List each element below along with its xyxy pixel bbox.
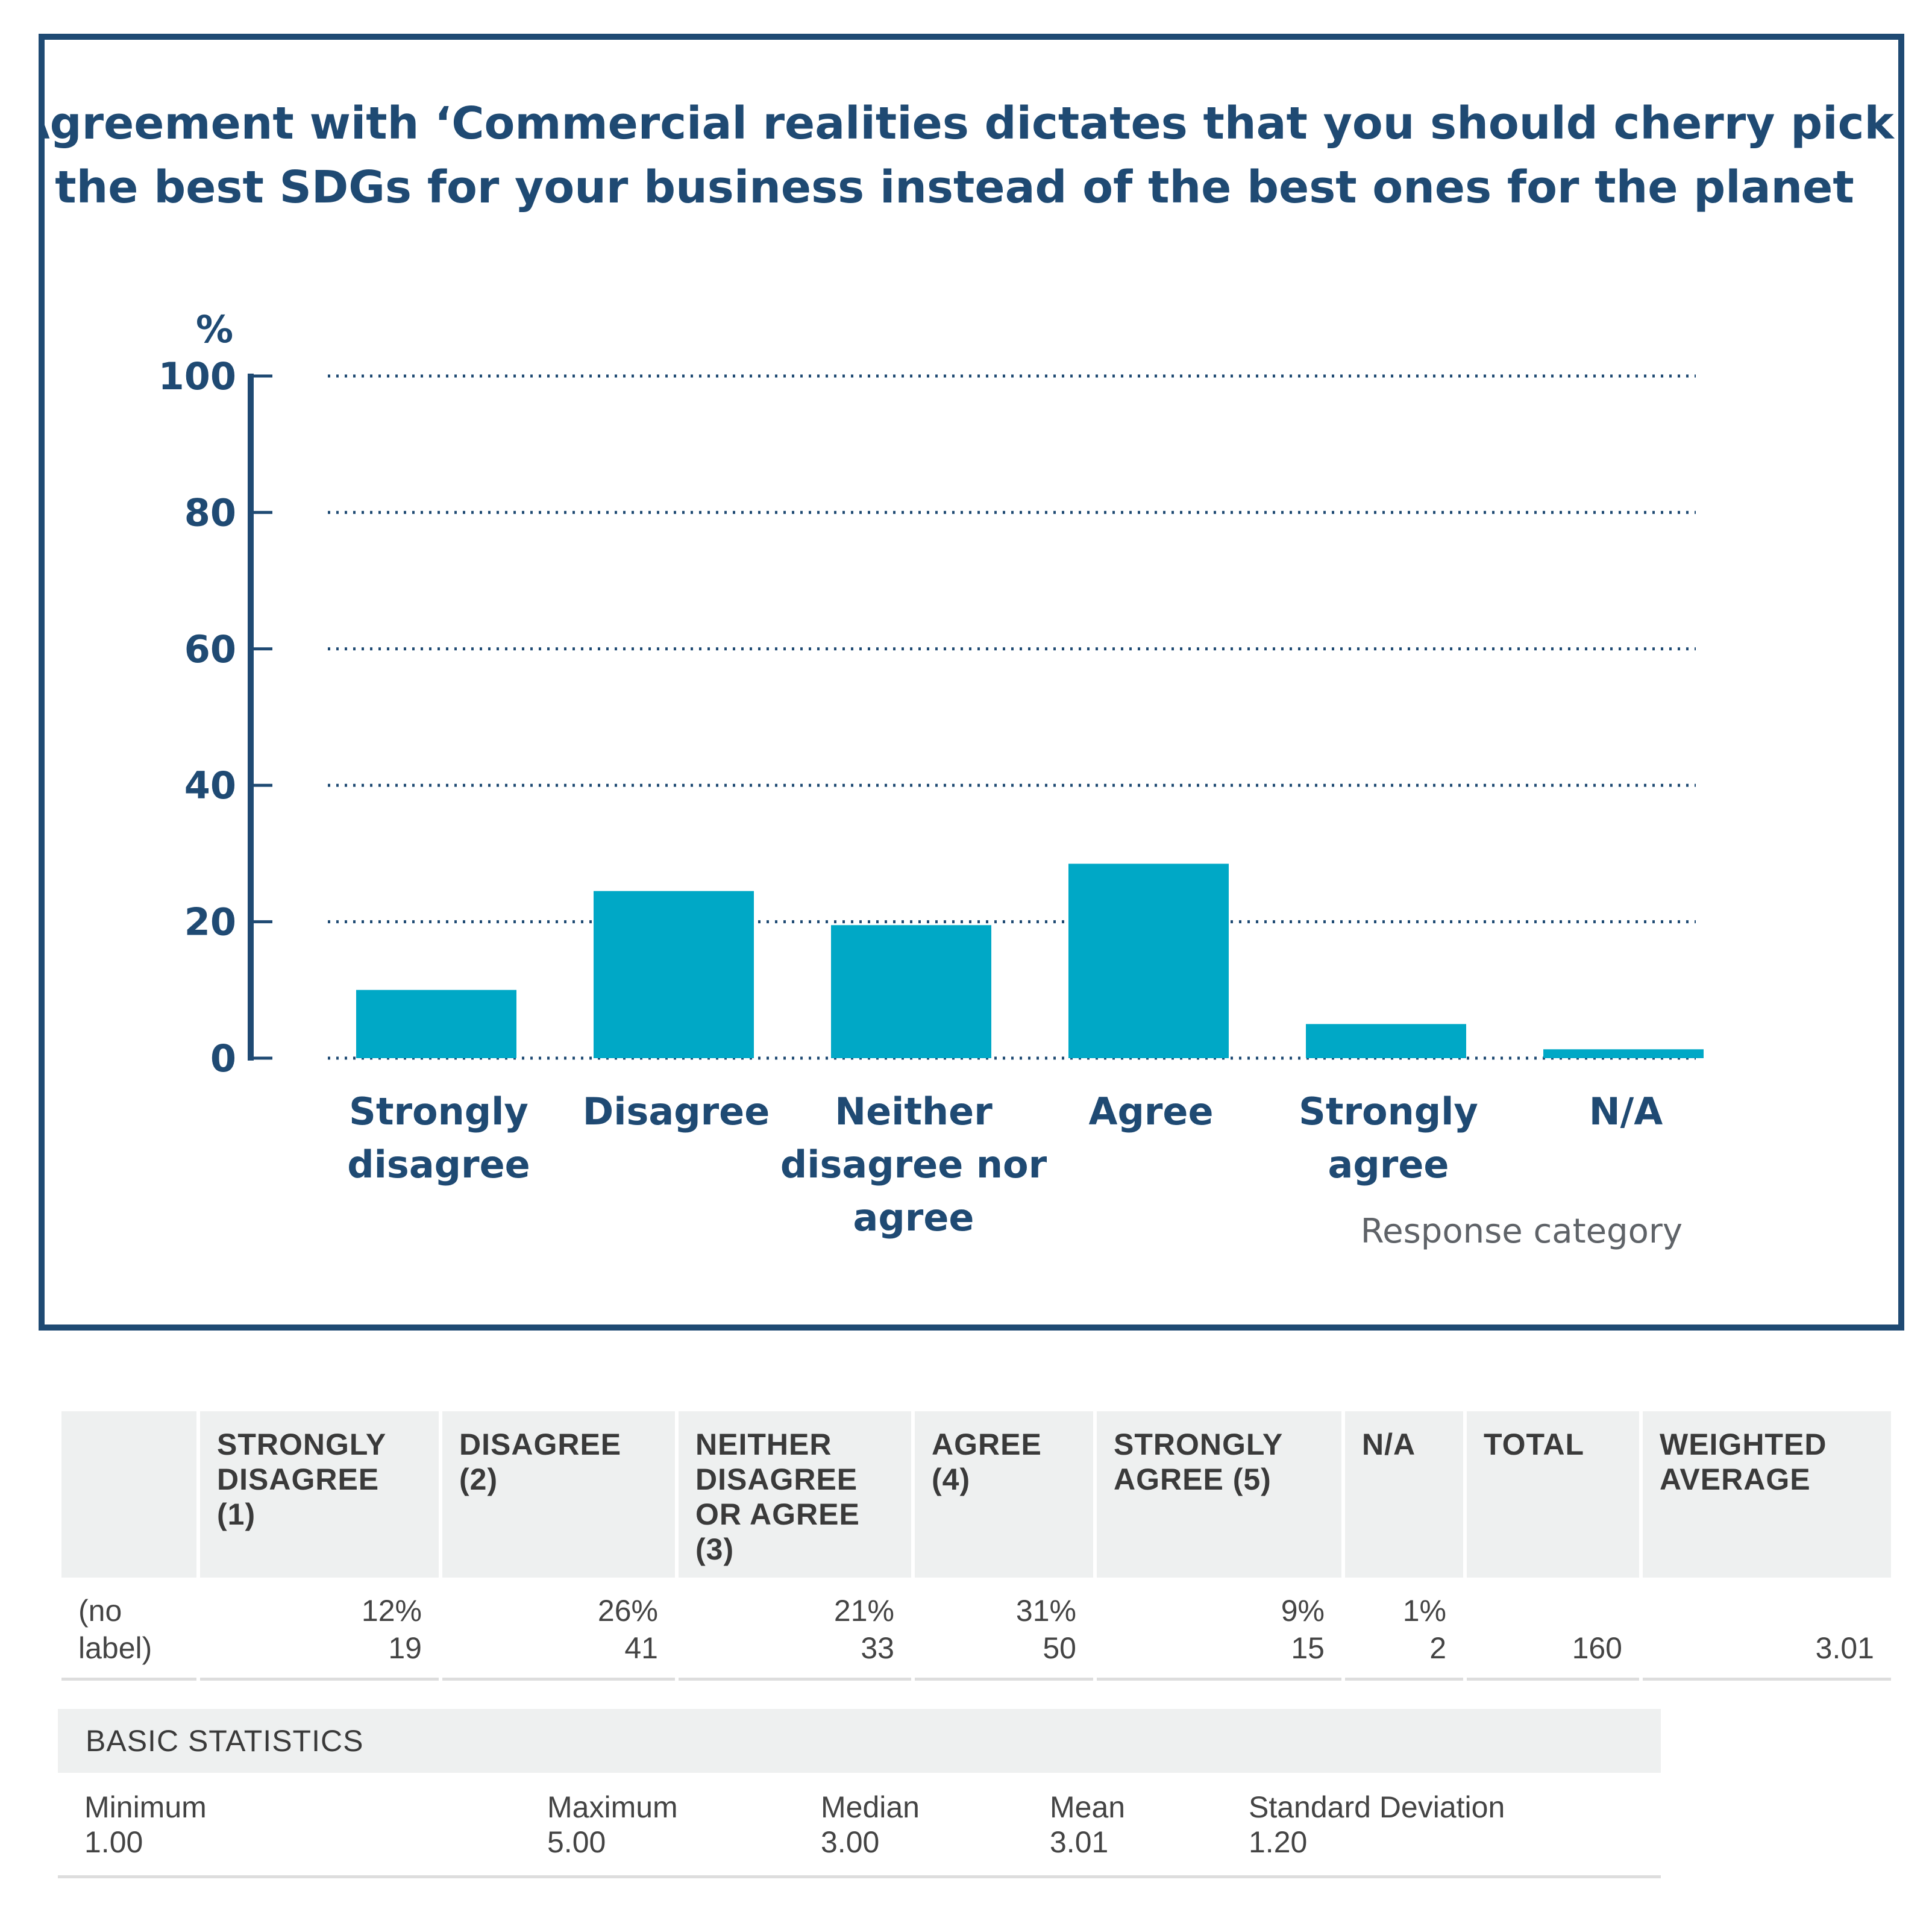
category-label-4-1: agree (1328, 1143, 1449, 1187)
stat-value: 3.00 (821, 1825, 880, 1859)
header-strongly-agree: STRONGLY AGREE (5) (1097, 1411, 1341, 1578)
header-agree: AGREE (4) (915, 1411, 1093, 1578)
y-axis-unit-label: % (196, 307, 233, 351)
y-tick-label-60: 60 (184, 627, 236, 671)
cell-percent: 26% (597, 1594, 658, 1628)
cell-percent: 12% (361, 1594, 422, 1628)
cell-percent: 31% (1015, 1594, 1076, 1628)
y-tick-label-80: 80 (184, 491, 236, 534)
category-label-2-1: disagree nor (780, 1143, 1047, 1187)
row-label: (no label) (61, 1578, 196, 1681)
table-row: (no label) 12% 19 26% 41 21% 33 31% 50 9… (61, 1578, 1891, 1681)
stat-maximum: Maximum 5.00 (547, 1790, 678, 1860)
stat-label: Maximum (547, 1790, 678, 1824)
bar-5 (1543, 1049, 1704, 1058)
category-label-5-0: N/A (1589, 1089, 1663, 1133)
stat-value: 3.01 (1050, 1825, 1109, 1859)
header-blank (61, 1411, 196, 1578)
x-axis-title: Response category (1361, 1212, 1683, 1251)
header-total: TOTAL (1467, 1411, 1639, 1578)
bar-2 (831, 925, 991, 1058)
cell-neither: 21% 33 (679, 1578, 911, 1681)
category-label-4-0: Strongly (1299, 1089, 1478, 1133)
bar-0 (356, 989, 516, 1058)
basic-statistics: BASIC STATISTICS Minimum 1.00 Maximum 5.… (58, 1709, 1661, 1878)
stat-label: Mean (1050, 1790, 1126, 1824)
cell-weighted-average: 3.01 (1643, 1578, 1891, 1681)
category-label-3-0: Agree (1088, 1089, 1213, 1133)
stats-header: BASIC STATISTICS (58, 1709, 1661, 1773)
y-tick-label-20: 20 (184, 900, 236, 944)
cell-count: 2 (1429, 1631, 1446, 1665)
cell-strongly-disagree: 12% 19 (200, 1578, 439, 1681)
category-label-2-0: Neither (835, 1089, 993, 1133)
header-disagree: DISAGREE (2) (442, 1411, 675, 1578)
header-na: N/A (1345, 1411, 1463, 1578)
cell-count: 41 (624, 1631, 658, 1665)
category-label-0-0: Strongly (349, 1089, 528, 1133)
table-header-row: STRONGLY DISAGREE (1) DISAGREE (2) NEITH… (61, 1411, 1891, 1578)
stat-value: 5.00 (547, 1825, 606, 1859)
stat-value: 1.00 (84, 1825, 143, 1859)
cell-count: 19 (388, 1631, 422, 1665)
cell-percent: 1% (1402, 1594, 1446, 1628)
y-tick-label-100: 100 (158, 354, 236, 398)
cell-percent: 21% (833, 1594, 894, 1628)
cell-count: 50 (1043, 1631, 1076, 1665)
cell-strongly-agree: 9% 15 (1097, 1578, 1341, 1681)
bar-4 (1306, 1024, 1466, 1058)
y-tick-label-0: 0 (210, 1036, 236, 1080)
cell-disagree: 26% 41 (442, 1578, 675, 1681)
bar-3 (1068, 864, 1229, 1058)
stat-value: 1.20 (1249, 1825, 1308, 1859)
category-label-1-0: Disagree (583, 1089, 770, 1133)
stat-mean: Mean 3.01 (1050, 1790, 1125, 1860)
cell-count: 33 (861, 1631, 894, 1665)
bar-1 (594, 891, 754, 1058)
stat-label: Median (821, 1790, 920, 1824)
chart-title-line-2: the best SDGs for your business instead … (55, 161, 1854, 213)
y-tick-label-40: 40 (184, 763, 236, 807)
header-weighted-average: WEIGHTED AVERAGE (1643, 1411, 1891, 1578)
cell-count: 15 (1291, 1631, 1325, 1665)
stat-median: Median 3.00 (821, 1790, 920, 1860)
cell-na: 1% 2 (1345, 1578, 1463, 1681)
header-strongly-disagree: STRONGLY DISAGREE (1) (200, 1411, 439, 1578)
stat-label: Minimum (84, 1790, 207, 1824)
stat-minimum: Minimum 1.00 (84, 1790, 207, 1860)
chart-title-line-1: Agreement with ‘Commercial realities dic… (45, 98, 1895, 149)
stat-standard-deviation: Standard Deviation 1.20 (1249, 1790, 1505, 1860)
frequency-table: STRONGLY DISAGREE (1) DISAGREE (2) NEITH… (58, 1411, 1895, 1681)
category-label-2-2: agree (853, 1196, 974, 1240)
chart-frame: Agreement with ‘Commercial realities dic… (39, 34, 1904, 1331)
bar-chart: Agreement with ‘Commercial realities dic… (45, 98, 1895, 1251)
header-neither: NEITHER DISAGREE OR AGREE (3) (679, 1411, 911, 1578)
cell-agree: 31% 50 (915, 1578, 1093, 1681)
stat-label: Standard Deviation (1249, 1790, 1505, 1824)
category-label-0-1: disagree (347, 1143, 530, 1187)
cell-total: 160 (1467, 1578, 1639, 1681)
cell-percent: 9% (1281, 1594, 1325, 1628)
stats-row: Minimum 1.00 Maximum 5.00 Median 3.00 Me… (58, 1773, 1661, 1878)
